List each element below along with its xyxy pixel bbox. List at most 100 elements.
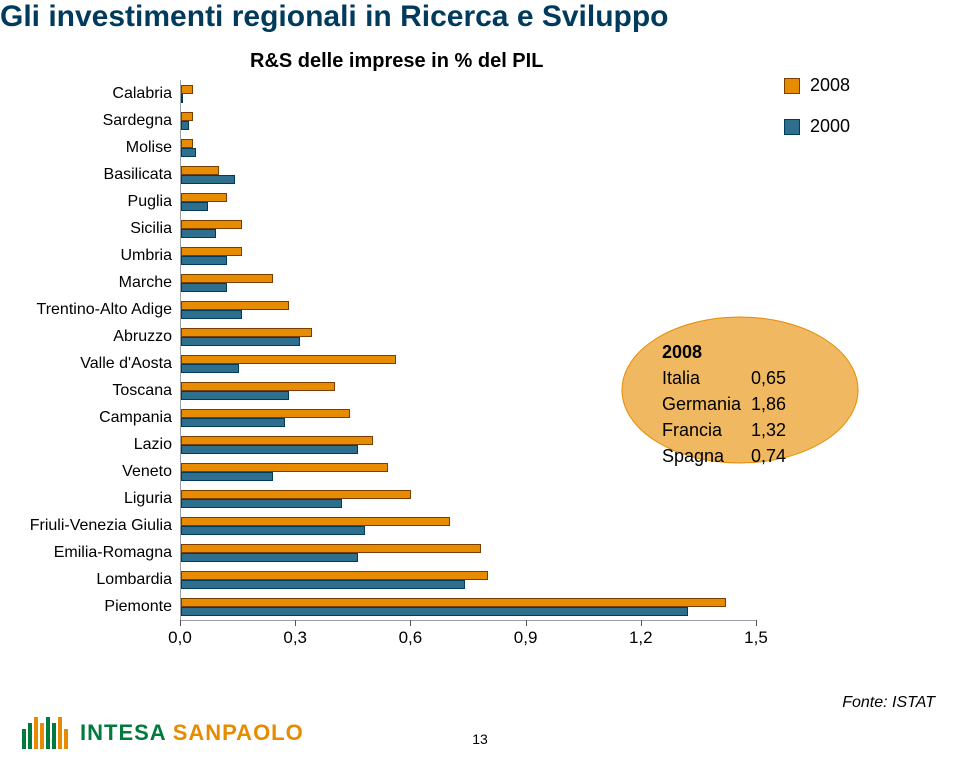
page-title: Gli investimenti regionali in Ricerca e … bbox=[0, 0, 669, 34]
x-label: 0,6 bbox=[399, 628, 423, 648]
legend-label: 2008 bbox=[810, 75, 850, 96]
bar-2008 bbox=[181, 436, 373, 445]
y-label: Liguria bbox=[124, 490, 172, 508]
x-axis: 0,00,30,60,91,21,5 bbox=[180, 620, 756, 650]
bar-2008 bbox=[181, 382, 335, 391]
bar-2000 bbox=[181, 391, 289, 400]
y-label: Abruzzo bbox=[113, 328, 172, 346]
bar-2000 bbox=[181, 202, 208, 211]
y-label: Campania bbox=[99, 409, 172, 427]
bar-2000 bbox=[181, 175, 235, 184]
y-axis-labels: CalabriaSardegnaMoliseBasilicataPugliaSi… bbox=[30, 80, 178, 620]
bar-2008 bbox=[181, 112, 193, 121]
bar-2000 bbox=[181, 472, 273, 481]
callout-table: Italia0,65Germania1,86Francia1,32Spagna0… bbox=[662, 365, 796, 469]
bar-2000 bbox=[181, 121, 189, 130]
bar-2000 bbox=[181, 445, 358, 454]
bar-2000 bbox=[181, 580, 465, 589]
bar-2008 bbox=[181, 193, 227, 202]
y-label: Marche bbox=[119, 274, 172, 292]
bar-2008 bbox=[181, 274, 273, 283]
bar-2000 bbox=[181, 499, 342, 508]
page-number: 13 bbox=[472, 731, 488, 747]
callout-row: Spagna0,74 bbox=[662, 443, 796, 469]
y-label: Lazio bbox=[134, 436, 172, 454]
x-tick bbox=[295, 620, 296, 626]
y-label: Valle d'Aosta bbox=[80, 355, 172, 373]
legend-item: 2000 bbox=[784, 116, 850, 137]
bar-2008 bbox=[181, 598, 726, 607]
callout-value: 0,65 bbox=[751, 365, 796, 391]
legend-item: 2008 bbox=[784, 75, 850, 96]
bar-2008 bbox=[181, 463, 388, 472]
x-tick bbox=[641, 620, 642, 626]
logo-word-1: INTESA bbox=[80, 720, 167, 746]
x-label: 1,5 bbox=[744, 628, 768, 648]
y-label: Piemonte bbox=[104, 598, 172, 616]
logo-icon bbox=[20, 717, 74, 749]
callout-label: Francia bbox=[662, 417, 751, 443]
bar-2008 bbox=[181, 328, 312, 337]
y-label: Sicilia bbox=[130, 220, 172, 238]
callout-label: Spagna bbox=[662, 443, 751, 469]
bar-2000 bbox=[181, 229, 216, 238]
bar-2008 bbox=[181, 355, 396, 364]
bar-2000 bbox=[181, 526, 365, 535]
callout-value: 0,74 bbox=[751, 443, 796, 469]
callout-row: Italia0,65 bbox=[662, 365, 796, 391]
x-label: 1,2 bbox=[629, 628, 653, 648]
legend: 2008 2000 bbox=[784, 75, 850, 157]
bar-2000 bbox=[181, 148, 196, 157]
bar-2008 bbox=[181, 517, 450, 526]
y-label: Emilia-Romagna bbox=[54, 544, 172, 562]
y-label: Molise bbox=[126, 139, 172, 157]
bar-2000 bbox=[181, 94, 183, 103]
x-tick bbox=[410, 620, 411, 626]
bar-2000 bbox=[181, 553, 358, 562]
y-label: Puglia bbox=[128, 193, 172, 211]
bar-2000 bbox=[181, 337, 300, 346]
x-tick bbox=[180, 620, 181, 626]
bar-2008 bbox=[181, 544, 481, 553]
y-label: Friuli-Venezia Giulia bbox=[30, 517, 172, 535]
chart-title: R&S delle imprese in % del PIL bbox=[250, 50, 543, 73]
bar-2008 bbox=[181, 139, 193, 148]
y-label: Basilicata bbox=[104, 166, 172, 184]
source-label: Fonte: ISTAT bbox=[842, 694, 935, 712]
bar-2000 bbox=[181, 256, 227, 265]
callout: 2008 Italia0,65Germania1,86Francia1,32Sp… bbox=[620, 315, 860, 465]
bar-2008 bbox=[181, 409, 350, 418]
bar-2008 bbox=[181, 301, 289, 310]
bar-2000 bbox=[181, 418, 285, 427]
bar-2000 bbox=[181, 310, 242, 319]
callout-label: Italia bbox=[662, 365, 751, 391]
x-label: 0,9 bbox=[514, 628, 538, 648]
callout-label: Germania bbox=[662, 391, 751, 417]
logo-word-2: SANPAOLO bbox=[173, 720, 304, 746]
bar-2008 bbox=[181, 220, 242, 229]
y-label: Veneto bbox=[122, 463, 172, 481]
x-tick bbox=[526, 620, 527, 626]
callout-value: 1,32 bbox=[751, 417, 796, 443]
bar-2008 bbox=[181, 490, 411, 499]
x-tick bbox=[756, 620, 757, 626]
callout-value: 1,86 bbox=[751, 391, 796, 417]
callout-heading: 2008 bbox=[662, 339, 796, 365]
bar-2000 bbox=[181, 364, 239, 373]
bar-2000 bbox=[181, 607, 688, 616]
legend-swatch bbox=[784, 78, 800, 94]
bar-2008 bbox=[181, 85, 193, 94]
y-label: Lombardia bbox=[96, 571, 172, 589]
bar-2000 bbox=[181, 283, 227, 292]
callout-row: Francia1,32 bbox=[662, 417, 796, 443]
x-label: 0,3 bbox=[283, 628, 307, 648]
callout-row: Germania1,86 bbox=[662, 391, 796, 417]
bar-2008 bbox=[181, 571, 488, 580]
bar-2008 bbox=[181, 166, 219, 175]
y-label: Sardegna bbox=[103, 112, 172, 130]
y-label: Toscana bbox=[112, 382, 172, 400]
legend-swatch bbox=[784, 119, 800, 135]
y-label: Trentino-Alto Adige bbox=[37, 301, 172, 319]
x-label: 0,0 bbox=[168, 628, 192, 648]
y-label: Umbria bbox=[120, 247, 172, 265]
